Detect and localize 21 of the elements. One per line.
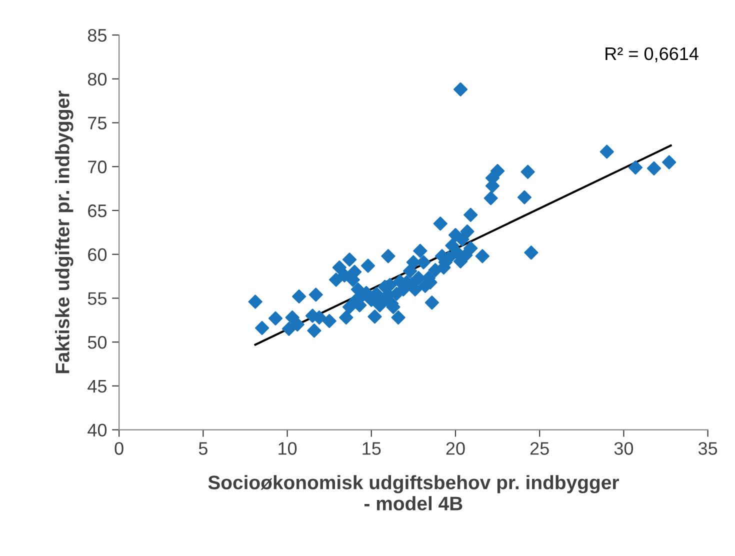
y-tick-label: 55 — [88, 292, 107, 305]
y-tick-label: 65 — [88, 204, 107, 218]
y-tick-label: 40 — [88, 424, 107, 437]
y-tick-label: 70 — [88, 160, 107, 174]
x-tick-label: 0 — [114, 442, 124, 455]
y-tick-label: 80 — [88, 72, 107, 86]
y-tick-label: 75 — [88, 116, 107, 130]
x-tick-label: 35 — [698, 442, 718, 455]
y-tick-label: 60 — [88, 248, 107, 262]
y-tick-label: 85 — [88, 28, 107, 42]
y-axis-title: Faktiske udgifter pr. indbygger — [55, 90, 74, 374]
y-tick-label: 50 — [88, 336, 107, 349]
x-tick-label: 10 — [278, 442, 297, 455]
x-tick-label: 25 — [530, 442, 549, 455]
x-tick-label: 30 — [614, 442, 634, 455]
y-tick-label: 45 — [88, 380, 107, 393]
x-tick-label: 5 — [198, 442, 208, 455]
x-tick-label: 15 — [362, 442, 381, 455]
x-axis-title: Socioøkonomisk udgiftsbehov pr. indbygger - model 4B — [208, 475, 619, 510]
annotation: R² = 0,6614 — [606, 47, 698, 62]
x-tick-label: 20 — [446, 442, 465, 455]
